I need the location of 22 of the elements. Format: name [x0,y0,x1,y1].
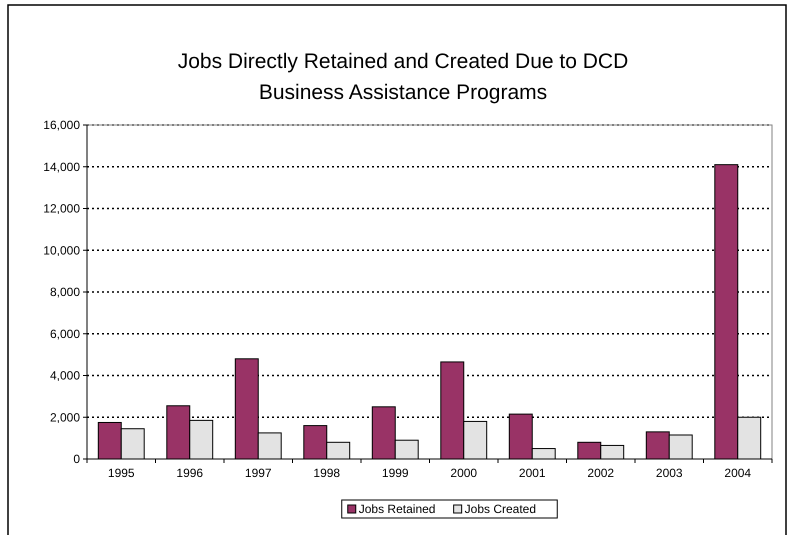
y-tick-label: 16,000 [43,118,80,132]
x-tick-label: 1999 [382,466,409,480]
x-tick-label: 2004 [724,466,752,480]
x-tick-label: 2001 [518,466,546,480]
x-tick-label: 1997 [244,466,272,480]
y-tick-label: 0 [73,452,80,466]
legend-label: Jobs Created [464,502,536,516]
y-tick-label: 14,000 [43,160,80,174]
chart-title: Jobs Directly Retained and Created Due to DCD Business Assistance Programs [178,50,628,104]
x-tick-label: 1998 [313,466,340,480]
x-tick-label: 2003 [656,466,683,480]
y-tick-label: 8,000 [50,285,80,300]
x-tick-label: 1996 [176,466,204,480]
x-tick-label: 2002 [587,466,614,480]
y-tick-label: 10,000 [43,243,80,258]
x-tick-label: 1995 [108,466,135,480]
y-tick-label: 2,000 [50,410,80,424]
x-tick-label: 2000 [450,466,478,480]
y-tick-label: 6,000 [50,326,80,341]
legend-label: Jobs Retained [358,502,436,516]
y-tick-label: 4,000 [50,368,80,383]
y-tick-label: 12,000 [43,202,80,216]
